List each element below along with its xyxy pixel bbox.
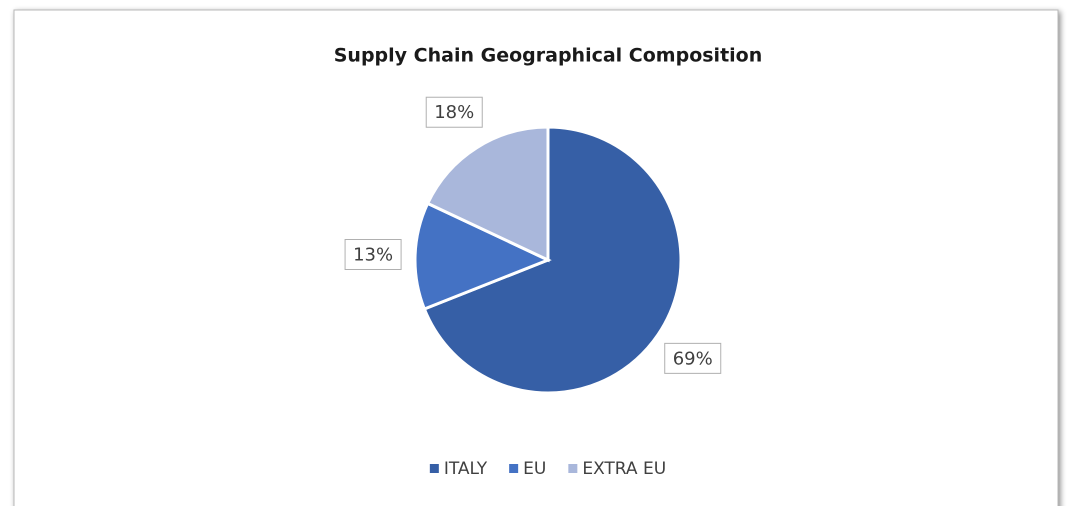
pie-slice xyxy=(422,125,683,395)
data-label: 13% xyxy=(353,245,393,266)
legend-label: ITALY xyxy=(444,459,488,479)
data-label-box xyxy=(425,96,483,128)
legend-label: EU xyxy=(523,459,546,479)
legend-swatch xyxy=(509,464,519,473)
chart-title: Supply Chain Geographical Composition xyxy=(334,45,763,67)
legend-label: EXTRA EU xyxy=(582,459,666,479)
pie-slice xyxy=(413,201,552,311)
data-label: 69% xyxy=(673,348,713,369)
legend-swatch xyxy=(568,464,578,473)
data-label-box xyxy=(664,342,722,374)
data-label: 18% xyxy=(434,102,474,123)
pie-slice xyxy=(425,125,550,263)
legend-swatch xyxy=(429,464,439,473)
data-label-box xyxy=(344,239,402,271)
